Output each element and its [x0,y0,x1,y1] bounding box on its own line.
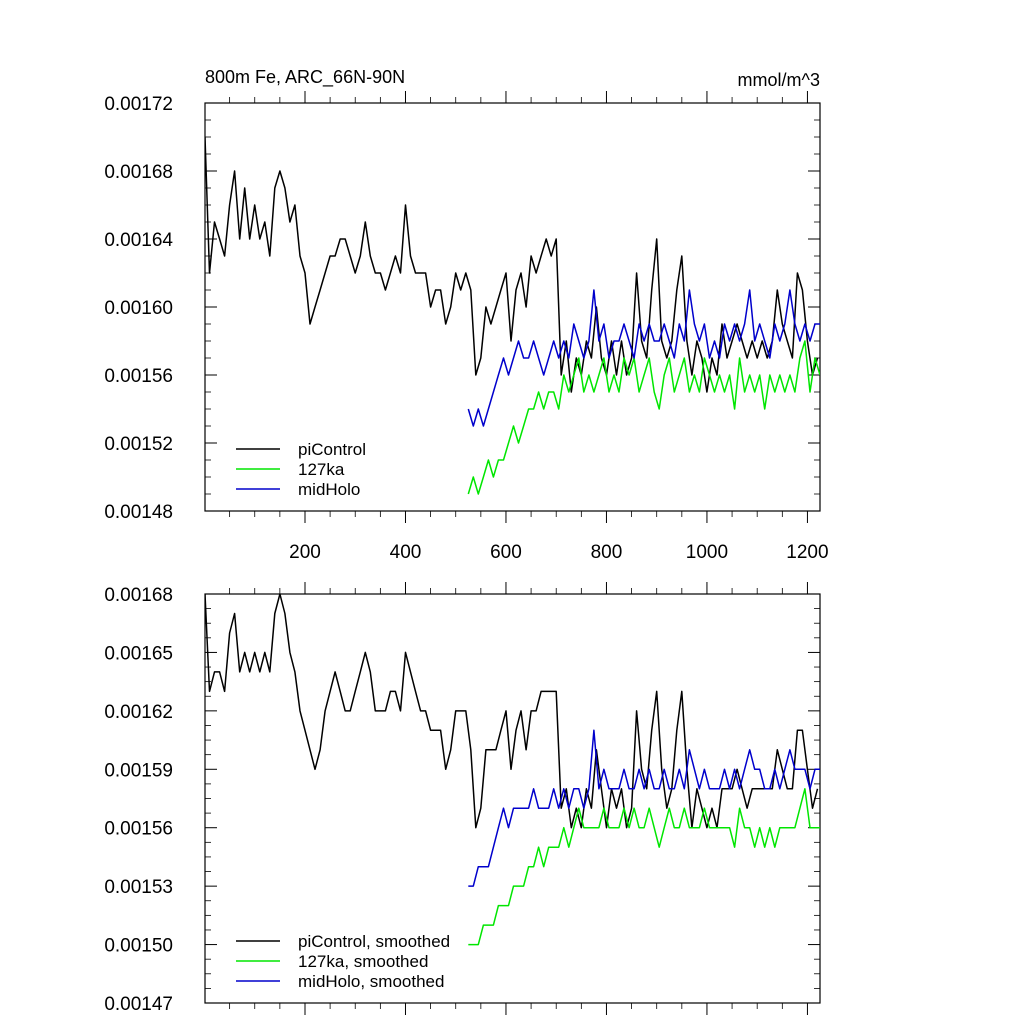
bottom-chart-panel: 0.00147 0.00150 0.00153 0.00156 0.00159 0.001… [104,582,821,1015]
y-tick-label: 0.00148 [104,502,173,523]
y-tick-label: 0.00162 [104,702,173,723]
y-tick-label: 0.00165 [104,643,173,664]
y-tick-label: 0.00172 [104,94,173,115]
y-tick-label: 0.00147 [104,994,173,1015]
legend-label: piControl [298,440,366,459]
y-tick-label: 0.00153 [104,877,173,898]
series-line-picontrol [205,136,819,393]
y-tick-label: 0.00168 [104,585,173,606]
x-tick-label: 1200 [786,542,828,563]
series-line-127ka [468,788,820,946]
y-tick-label: 0.00159 [104,760,173,781]
x-tick-label: 800 [591,542,623,563]
series-line-picontrol [205,594,819,829]
legend-label: 127ka [298,460,345,479]
x-tick-label: 200 [289,542,321,563]
legend-label: 127ka, smoothed [298,952,428,971]
y-tick-label: 0.00168 [104,162,173,183]
y-tick-label: 0.00156 [104,366,173,387]
legend-label: midHolo [298,480,360,499]
y-tick-label: 0.00152 [104,434,173,455]
units-label: mmol/m^3 [738,70,820,90]
x-tick-label: 1000 [686,542,728,563]
y-tick-label: 0.00160 [104,298,173,319]
figure-title: 800m Fe, ARC_66N-90N [205,67,405,88]
y-tick-label: 0.00150 [104,936,173,957]
x-tick-label: 400 [390,542,422,563]
legend-label: piControl, smoothed [298,932,450,951]
series-line-midholo [468,729,820,887]
y-tick-label: 0.00156 [104,819,173,840]
x-tick-label: 600 [490,542,522,563]
legend-label: midHolo, smoothed [298,972,444,991]
series-line-midholo [467,289,820,427]
series-line-127ka [467,340,820,495]
y-tick-label: 0.00164 [104,230,173,251]
top-chart-panel: 0.00148 0.00152 0.00156 0.00160 0.00164 0.001… [104,91,829,563]
